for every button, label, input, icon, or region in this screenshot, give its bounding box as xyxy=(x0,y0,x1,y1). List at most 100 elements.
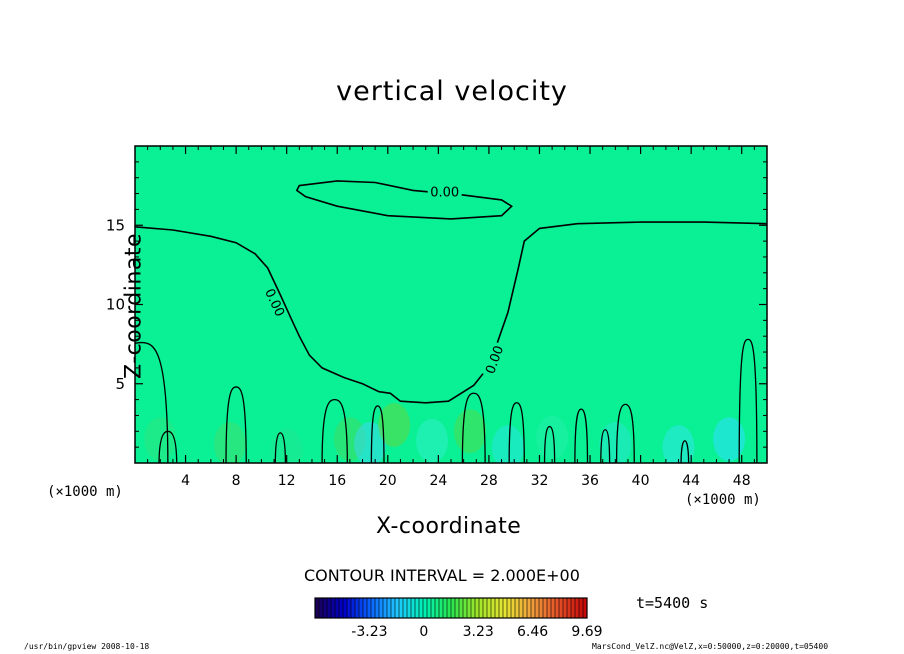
x-unit-label-right: (×1000 m) xyxy=(685,492,761,508)
colorbar-tick-label: 6.46 xyxy=(517,624,548,640)
x-tick-label: 48 xyxy=(733,473,751,489)
contour-cell-6 xyxy=(461,392,486,463)
colorbar-cell xyxy=(435,598,439,618)
field-shading-8 xyxy=(491,425,524,463)
colorbar-cell xyxy=(491,598,495,618)
x-axis-label: X-coordinate xyxy=(376,514,522,539)
colorbar-cell xyxy=(367,598,371,618)
colorbar-cell xyxy=(479,598,483,618)
colorbar-cell xyxy=(455,598,459,618)
x-tick-label: 20 xyxy=(379,473,397,489)
colorbar-cell xyxy=(443,598,447,618)
colorbar-cell xyxy=(551,598,555,618)
x-tick-label: 32 xyxy=(531,473,549,489)
field-shading-5 xyxy=(378,402,411,447)
contour-cell-11 xyxy=(615,403,635,463)
colorbar-cell xyxy=(375,598,379,618)
colorbar-cell xyxy=(527,598,531,618)
colorbar-cell xyxy=(539,598,543,618)
x-tick-label: 24 xyxy=(429,473,447,489)
colorbar-cell xyxy=(519,598,523,618)
colorbar-cell xyxy=(427,598,431,618)
colorbar-cell xyxy=(331,598,335,618)
colorbar-cell xyxy=(495,598,499,618)
y-tick-label: 15 xyxy=(106,216,125,234)
colorbar-cell xyxy=(371,598,375,618)
contour-cell-0 xyxy=(135,341,169,463)
field-shading-4 xyxy=(354,421,387,463)
contour-cell-9 xyxy=(574,408,589,463)
colorbar-cell xyxy=(395,598,399,618)
colorbar-cell xyxy=(431,598,435,618)
colorbar-cell xyxy=(323,598,327,618)
colorbar-tick-label: -3.23 xyxy=(351,624,387,640)
contour-interval-label: CONTOUR INTERVAL = 2.000E+00 xyxy=(304,566,580,585)
colorbar-cell xyxy=(507,598,511,618)
colorbar-cell xyxy=(403,598,407,618)
colorbar-tick-label: 3.23 xyxy=(463,624,494,640)
time-label: t=5400 s xyxy=(636,594,709,612)
colorbar-cell xyxy=(467,598,471,618)
colorbar-cell xyxy=(563,598,567,618)
y-tick-label: 5 xyxy=(115,375,125,393)
contour-cell-1 xyxy=(158,430,178,463)
colorbar-cell xyxy=(351,598,355,618)
contour-cell-4 xyxy=(321,398,348,463)
colorbar-cell xyxy=(379,598,383,618)
contour-cell-2 xyxy=(225,386,247,463)
colorbar-cell xyxy=(555,598,559,618)
colorbar-cell xyxy=(423,598,427,618)
contour-cell-13 xyxy=(738,338,758,463)
x-tick-label: 4 xyxy=(181,473,190,489)
colorbar-cell xyxy=(335,598,339,618)
colorbar-cell xyxy=(515,598,519,618)
contour-cell-5 xyxy=(370,405,385,463)
y-tick-label: 10 xyxy=(106,296,125,314)
contour-cell-10 xyxy=(600,429,611,463)
colorbar-cell xyxy=(347,598,351,618)
colorbar-cell xyxy=(559,598,563,618)
footer-program-info: /usr/bin/gpview 2008-10-18 xyxy=(24,642,150,651)
colorbar-cell xyxy=(343,598,347,618)
colorbar-cell xyxy=(327,598,331,618)
colorbar-cell xyxy=(315,598,319,618)
colorbar-tick-label: 0 xyxy=(419,624,428,640)
colorbar-cell xyxy=(575,598,579,618)
colorbar-cell xyxy=(463,598,467,618)
colorbar-cell xyxy=(399,598,403,618)
colorbar-tick-label: 9.69 xyxy=(571,624,602,640)
colorbar-cell xyxy=(319,598,323,618)
colorbar-cell xyxy=(407,598,411,618)
field-shading-6 xyxy=(416,418,449,463)
colorbar-cell xyxy=(387,598,391,618)
field-shading-1 xyxy=(213,421,246,463)
field-shading-12 xyxy=(713,417,746,462)
contour-label-0: 0.00 xyxy=(430,185,459,200)
colorbar-cell xyxy=(571,598,575,618)
colorbar-cell xyxy=(487,598,491,618)
colorbar-cell xyxy=(363,598,367,618)
colorbar-cell xyxy=(383,598,387,618)
colorbar-cell xyxy=(483,598,487,618)
colorbar-cell xyxy=(447,598,451,618)
field-shading-11 xyxy=(662,425,695,463)
colorbar-cell xyxy=(439,598,443,618)
x-tick-label: 28 xyxy=(480,473,498,489)
colorbar-cell xyxy=(535,598,539,618)
field-shading-2 xyxy=(270,428,303,463)
colorbar-cell xyxy=(499,598,503,618)
colorbar-cell xyxy=(355,598,359,618)
colorbar-cell xyxy=(567,598,571,618)
x-tick-label: 36 xyxy=(581,473,599,489)
colorbar-cell xyxy=(579,598,583,618)
colorbar-cell xyxy=(475,598,479,618)
contour-cell-12 xyxy=(680,440,690,463)
colorbar-cell xyxy=(503,598,507,618)
x-tick-label: 16 xyxy=(328,473,346,489)
colorbar-cell xyxy=(583,598,587,618)
contour-cell-8 xyxy=(543,425,556,463)
colorbar-cell xyxy=(391,598,395,618)
zero-contour-upper xyxy=(295,180,514,220)
